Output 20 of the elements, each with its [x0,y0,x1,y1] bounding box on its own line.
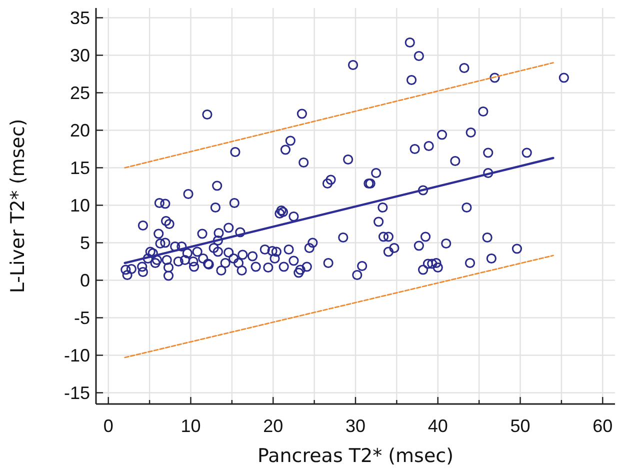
y-tick-label: -10 [64,346,90,366]
y-tick-label: 0 [80,270,90,291]
x-tick-label: 0 [103,416,114,436]
y-tick-label: -15 [64,383,90,404]
x-tick-label: 60 [592,416,613,436]
y-tick-label: -5 [74,308,90,328]
y-axis-title: L-Liver T2* (msec) [7,118,29,294]
y-tick-label: 35 [70,8,90,28]
y-tick-label: 30 [70,46,90,66]
x-axis-title: Pancreas T2* (msec) [257,445,454,467]
x-tick-label: 20 [263,416,284,436]
x-tick-label: 40 [428,416,448,436]
x-tick-label: 10 [180,416,201,436]
x-tick-label: 50 [510,416,530,436]
x-tick-label: 30 [345,416,366,436]
y-tick-label: 25 [70,83,90,104]
y-tick-label: 5 [80,233,90,254]
y-tick-label: 15 [70,158,90,178]
y-tick-label: 10 [70,196,90,216]
y-tick-label: 20 [70,120,90,141]
